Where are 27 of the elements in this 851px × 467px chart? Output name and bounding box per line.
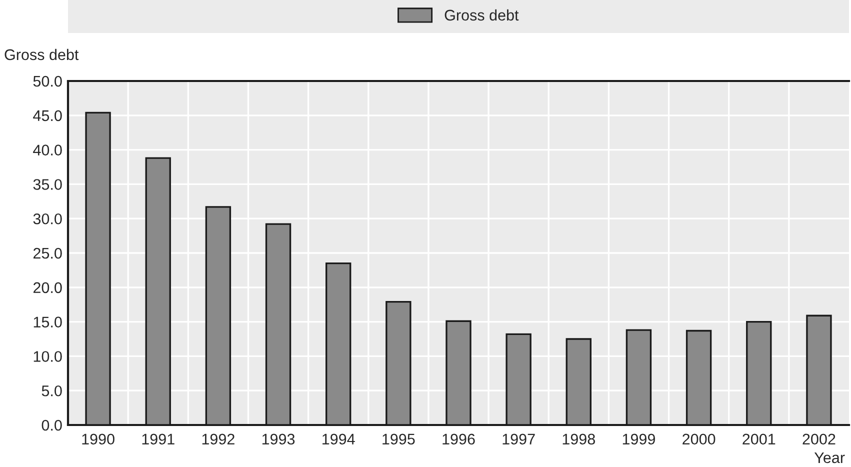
y-tick-label: 30.0 [33, 213, 62, 224]
x-tick-label: 1991 [142, 434, 174, 445]
x-axis-title: Year [814, 452, 845, 464]
x-tick-label: 2002 [802, 434, 836, 445]
x-tick-label: 1999 [622, 434, 655, 445]
y-tick-label: 40.0 [33, 144, 62, 156]
y-tick-label: 0.0 [42, 420, 62, 431]
x-tick-label: 2000 [682, 434, 716, 445]
y-tick-label: 15.0 [34, 316, 62, 328]
y-tick-label: 35.0 [33, 179, 62, 190]
y-tick-label: 25.0 [33, 248, 62, 259]
x-tick-label: 1998 [562, 434, 595, 445]
x-tick-label: 1997 [502, 434, 535, 445]
y-tick-label: 20.0 [33, 282, 62, 294]
legend-label: Gross debt [444, 9, 519, 21]
x-tick-label: 1996 [442, 434, 475, 445]
y-tick-label: 50.0 [33, 76, 62, 87]
y-axis-title: Gross debt [4, 48, 79, 60]
y-tick-label: 45.0 [33, 110, 62, 122]
x-tick-label: 1990 [82, 434, 114, 445]
x-tick-label: 2001 [742, 434, 776, 445]
x-tick-label: 1995 [382, 434, 415, 445]
x-tick-label: 1992 [202, 434, 234, 445]
x-tick-label: 1993 [262, 434, 295, 445]
x-tick-label: 1994 [322, 434, 355, 445]
y-tick-label: 10.0 [34, 351, 62, 362]
y-tick-label: 5.0 [42, 385, 62, 396]
